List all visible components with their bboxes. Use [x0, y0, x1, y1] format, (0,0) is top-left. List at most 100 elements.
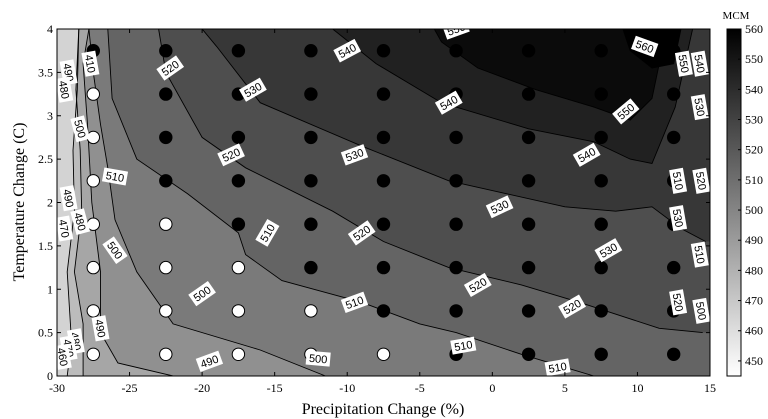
contour-label: 510	[690, 241, 709, 268]
contour-label-text: 500	[693, 301, 708, 321]
x-tick-label: -10	[339, 381, 355, 395]
contour-label-box	[692, 297, 710, 324]
marker-filled	[376, 130, 391, 145]
contour-line-490	[82, 29, 174, 376]
contour-label: 500	[692, 297, 710, 324]
contour-label: 510	[544, 358, 571, 376]
y-tick-label: 3	[47, 109, 53, 123]
contour-label-box	[91, 315, 110, 342]
contour-label-box	[57, 215, 74, 242]
marker-filled	[594, 44, 608, 58]
contour-label: 540	[690, 50, 709, 77]
contour-label-box	[485, 195, 514, 219]
contour-label: 480	[57, 76, 74, 103]
contour-label-text: 510	[548, 361, 568, 376]
contour-label-box	[463, 272, 492, 297]
contour-label-text: 480	[71, 211, 87, 232]
contour-label-box	[59, 185, 78, 212]
contour-label-text: 540	[691, 54, 706, 74]
contour-label-text: 520	[670, 292, 685, 312]
marker-open	[159, 260, 173, 275]
contour-label: 490	[59, 185, 78, 212]
y-tick-label: 3.5	[38, 65, 53, 79]
y-tick-label: 0	[47, 369, 53, 383]
contour-label-text: 510	[344, 294, 365, 312]
marker-filled	[376, 87, 391, 101]
contour-label: 530	[669, 205, 688, 232]
marker-filled	[159, 87, 173, 101]
contour-line-510	[107, 29, 595, 376]
contour-label-box	[631, 35, 659, 58]
x-tick-label: -20	[194, 381, 210, 395]
colorbar-tick-label: 530	[745, 113, 763, 127]
contour-label: 470	[57, 215, 74, 242]
colorbar-tick-label: 490	[745, 233, 763, 247]
marker-filled	[667, 347, 681, 361]
contour-label-text: 520	[693, 171, 708, 191]
contour-label-text: 500	[308, 353, 327, 367]
contour-label-text: 410	[82, 54, 97, 74]
x-tick-label: 0	[489, 381, 495, 395]
marker-filled	[376, 44, 391, 58]
contour-label: 520	[692, 167, 710, 194]
contour-label-box	[255, 219, 280, 247]
marker-open	[376, 347, 391, 361]
contour-label-text: 490	[60, 188, 75, 208]
contour-label-box	[669, 289, 688, 316]
contour-label-box	[450, 336, 477, 355]
contour-line-550	[433, 29, 667, 121]
contour-label-text: 490	[92, 318, 107, 338]
y-tick-label: 0.5	[38, 326, 53, 340]
marker-filled	[594, 217, 608, 231]
marker-filled	[594, 260, 608, 275]
contour-label-text: 490	[199, 353, 220, 371]
contour-label-box	[692, 167, 710, 194]
marker-open	[159, 217, 173, 231]
contour-label-text: 510	[691, 245, 706, 265]
marker-filled	[667, 260, 681, 275]
scenario-markers	[86, 44, 681, 361]
colorbar-tick-label: 560	[745, 22, 763, 36]
contour-label-box	[305, 350, 331, 367]
contour-label: 520	[669, 289, 688, 316]
contour-label-text: 530	[344, 147, 365, 165]
contour-label-box	[669, 205, 688, 232]
marker-filled	[521, 260, 536, 275]
x-tick-label: 5	[562, 381, 568, 395]
y-axis: 0 0.5 1 1.5 2 2.5 3 3.5 4	[38, 22, 710, 383]
contour-label-box	[690, 50, 709, 77]
colorbar-tick-label: 450	[745, 354, 763, 368]
contour-label-box	[217, 143, 245, 167]
colorbar-gradient	[726, 28, 742, 377]
contour-label-box	[340, 144, 369, 166]
marker-filled	[521, 304, 536, 318]
colorbar-title: MCM	[723, 10, 750, 22]
marker-filled	[376, 217, 391, 231]
contour-label-box	[102, 236, 128, 265]
contour-label-box	[558, 294, 586, 319]
y-tick-label: 2	[47, 196, 53, 210]
colorbar-tick-label: 550	[745, 52, 763, 66]
marker-filled	[159, 174, 173, 188]
marker-filled	[594, 347, 608, 361]
contour-label: 490	[195, 350, 224, 372]
contour-field	[57, 29, 710, 376]
marker-open	[231, 260, 246, 275]
x-axis-title: Precipitation Change (%)	[302, 401, 465, 418]
contour-label-text: 500	[71, 119, 87, 140]
contour-label-text: 460	[54, 347, 69, 367]
colorbar-tick-label: 480	[745, 263, 763, 277]
marker-filled	[594, 174, 608, 188]
contour-label-box	[690, 241, 709, 268]
marker-filled	[231, 217, 246, 231]
marker-filled	[521, 174, 536, 188]
marker-filled	[449, 44, 463, 58]
marker-filled	[594, 87, 608, 101]
marker-filled	[159, 44, 173, 58]
contour-label-box	[669, 167, 688, 194]
contour-label: 510	[340, 291, 369, 313]
marker-filled	[304, 130, 318, 145]
contour-label: 560	[631, 35, 659, 58]
contour-label-box	[674, 50, 693, 77]
